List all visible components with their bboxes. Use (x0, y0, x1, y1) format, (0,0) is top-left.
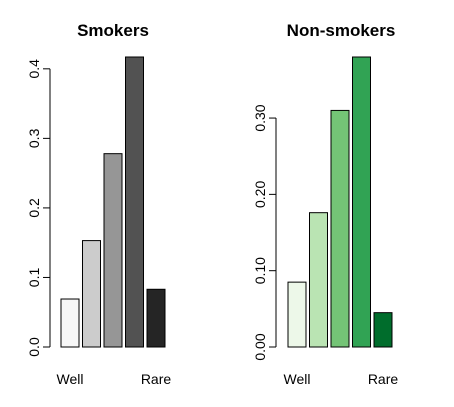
smokers-y-tick-label: 0.3 (26, 128, 42, 148)
non-smokers-x-label-rare: Rare (368, 371, 399, 387)
smokers-bar-3 (104, 154, 122, 347)
smokers-bar-2 (83, 241, 101, 347)
smokers-bar-5 (147, 289, 165, 347)
non-smokers-bar-1 (288, 282, 306, 347)
non-smokers-bar-5 (374, 313, 392, 347)
smokers-bar-4 (126, 57, 144, 347)
smokers-bar-1 (61, 299, 79, 347)
non-smokers-title: Non-smokers (287, 21, 396, 40)
non-smokers-bar-2 (310, 213, 328, 347)
non-smokers-y-tick-label: 0.30 (252, 104, 268, 131)
non-smokers-y-tick-label: 0.00 (252, 333, 268, 360)
smokers-y-tick-label: 0.0 (26, 337, 42, 357)
non-smokers-y-tick-label: 0.20 (252, 181, 268, 208)
smokers-panel: Smokers 0.0 0.1 0.2 0.3 0.4 Well Rare (26, 21, 171, 387)
non-smokers-bar-4 (353, 57, 371, 347)
smokers-x-label-rare: Rare (141, 371, 172, 387)
non-smokers-panel: Non-smokers 0.00 0.10 0.20 0.30 Well Rare (252, 21, 398, 387)
smokers-y-tick-label: 0.4 (26, 59, 42, 79)
smokers-title: Smokers (77, 21, 149, 40)
non-smokers-bar-3 (331, 110, 349, 347)
smokers-x-label-well: Well (57, 371, 84, 387)
non-smokers-x-label-well: Well (284, 371, 311, 387)
non-smokers-y-tick-label: 0.10 (252, 257, 268, 284)
smokers-y-tick-label: 0.2 (26, 198, 42, 218)
smokers-y-tick-label: 0.1 (26, 268, 42, 288)
